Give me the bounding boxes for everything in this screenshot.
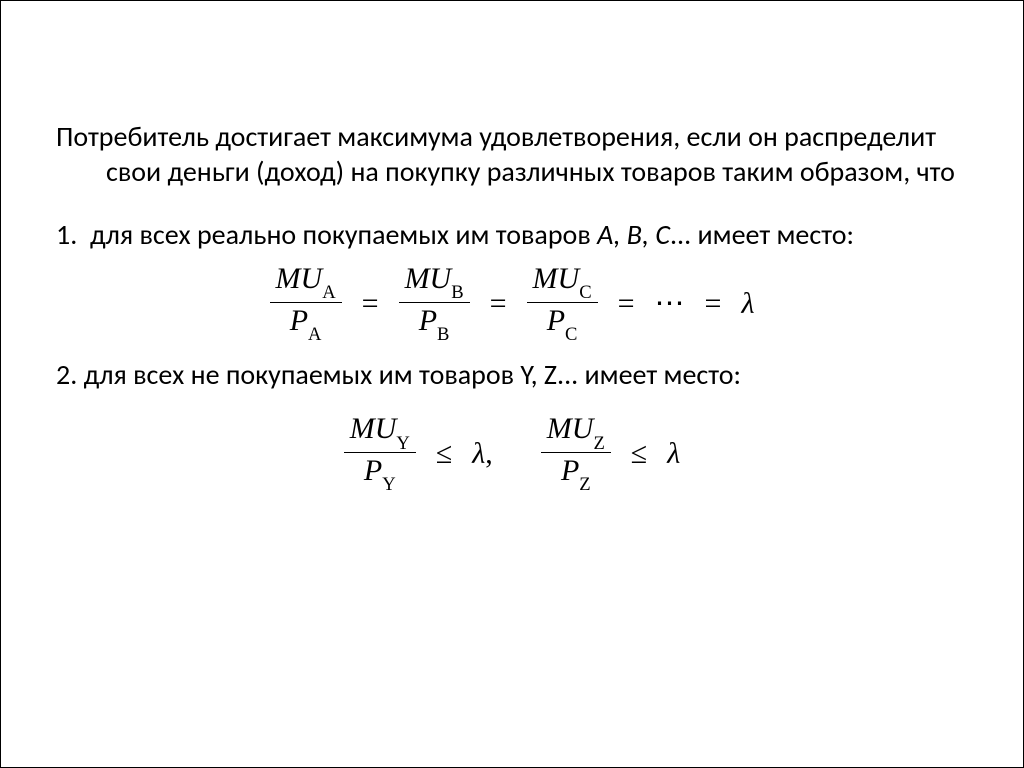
frac-muz-pz: MUZ PZ	[541, 414, 611, 493]
item1-text-b: А, В, С	[597, 217, 670, 252]
sub-y2: Y	[382, 474, 395, 495]
sub-z: Z	[593, 433, 604, 454]
equation-1-math: MUA PA = MUB PB = MUC PC = ⋯ = λ	[270, 264, 755, 343]
intro-paragraph: Потребитель достигает максимума удовлетв…	[56, 119, 968, 189]
equals-4: =	[705, 287, 722, 321]
lambda-1: λ	[741, 287, 754, 321]
mu-label-y: MU	[350, 412, 397, 445]
mu-label-b: MU	[405, 262, 452, 295]
sub-y: Y	[396, 433, 409, 454]
sub-c: C	[579, 282, 591, 303]
sub-c2: C	[565, 324, 577, 345]
list-item-2: 2. для всех не покупаемых им товаров Y, …	[56, 357, 968, 392]
sub-z2: Z	[579, 474, 590, 495]
leq-1: ≤	[436, 437, 452, 471]
list-item-1: 1. для всех реально покупаемых им товаро…	[56, 217, 968, 252]
item1-text-a: для всех реально покупаемых им товаров	[90, 217, 597, 252]
sub-b: B	[451, 282, 463, 303]
sub-a: A	[322, 282, 335, 303]
comma: ,	[485, 437, 493, 470]
equation-1: MUA PA = MUB PB = MUC PC = ⋯ = λ	[56, 264, 968, 343]
frac-mua-pa: MUA PA	[270, 264, 342, 343]
item1-text-c: ... имеет место:	[670, 217, 854, 252]
p-label-c: P	[547, 304, 565, 337]
sub-b2: B	[437, 324, 449, 345]
list-marker-1: 1.	[56, 217, 77, 252]
equation-2: MUY PY ≤ λ, MUZ PZ ≤ λ	[56, 414, 968, 493]
sub-a2: A	[308, 324, 321, 345]
frac-mub-pb: MUB PB	[399, 264, 470, 343]
lambda-2: λ,	[472, 437, 493, 471]
mu-label-c: MU	[533, 262, 580, 295]
p-label-y: P	[364, 454, 382, 487]
lambda-2-sym: λ	[472, 437, 485, 470]
frac-muc-pc: MUC PC	[527, 264, 598, 343]
equation-2-math: MUY PY ≤ λ, MUZ PZ ≤ λ	[344, 414, 681, 493]
p-label-b: P	[419, 304, 437, 337]
equals-3: =	[618, 287, 635, 321]
mu-label: MU	[276, 262, 323, 295]
equals-1: =	[362, 287, 379, 321]
p-label-z: P	[561, 454, 579, 487]
lambda-3: λ	[667, 437, 680, 471]
slide: Потребитель достигает максимума удовлетв…	[0, 0, 1024, 768]
mu-label-z: MU	[547, 412, 594, 445]
p-label: P	[290, 304, 308, 337]
dots: ⋯	[655, 286, 685, 321]
equals-2: =	[490, 287, 507, 321]
frac-muy-py: MUY PY	[344, 414, 416, 493]
leq-2: ≤	[631, 437, 647, 471]
